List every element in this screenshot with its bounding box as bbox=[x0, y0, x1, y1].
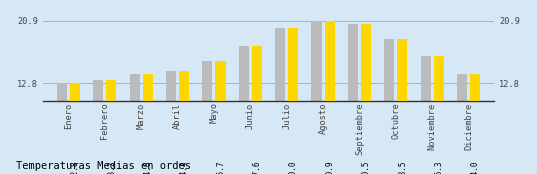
Bar bbox=[420, 56, 431, 174]
Text: Temperaturas Medias en ordes: Temperaturas Medias en ordes bbox=[16, 161, 191, 171]
Bar bbox=[238, 46, 249, 174]
Bar bbox=[166, 71, 176, 174]
Bar bbox=[252, 46, 262, 174]
Bar bbox=[324, 21, 335, 174]
Bar bbox=[202, 61, 213, 174]
Bar bbox=[348, 24, 358, 174]
Text: 17.6: 17.6 bbox=[252, 161, 262, 174]
Text: 14.4: 14.4 bbox=[179, 161, 188, 174]
Bar bbox=[361, 24, 371, 174]
Bar bbox=[470, 74, 480, 174]
Bar bbox=[397, 39, 408, 174]
Text: 14.0: 14.0 bbox=[143, 161, 152, 174]
Bar bbox=[129, 74, 140, 174]
Text: 13.2: 13.2 bbox=[107, 161, 116, 174]
Bar bbox=[311, 21, 322, 174]
Bar bbox=[70, 83, 80, 174]
Bar bbox=[434, 56, 444, 174]
Bar bbox=[106, 80, 117, 174]
Bar bbox=[457, 74, 467, 174]
Bar bbox=[57, 83, 67, 174]
Text: 20.0: 20.0 bbox=[289, 161, 297, 174]
Text: 18.5: 18.5 bbox=[398, 161, 407, 174]
Text: 14.0: 14.0 bbox=[470, 161, 480, 174]
Bar bbox=[143, 74, 153, 174]
Text: 12.8: 12.8 bbox=[70, 161, 79, 174]
Text: 20.9: 20.9 bbox=[325, 161, 334, 174]
Bar bbox=[275, 28, 285, 174]
Bar bbox=[179, 71, 189, 174]
Bar bbox=[288, 28, 299, 174]
Text: 20.5: 20.5 bbox=[361, 161, 371, 174]
Text: 15.7: 15.7 bbox=[216, 161, 225, 174]
Bar bbox=[384, 39, 394, 174]
Bar bbox=[215, 61, 226, 174]
Text: 16.3: 16.3 bbox=[434, 161, 443, 174]
Bar bbox=[93, 80, 103, 174]
